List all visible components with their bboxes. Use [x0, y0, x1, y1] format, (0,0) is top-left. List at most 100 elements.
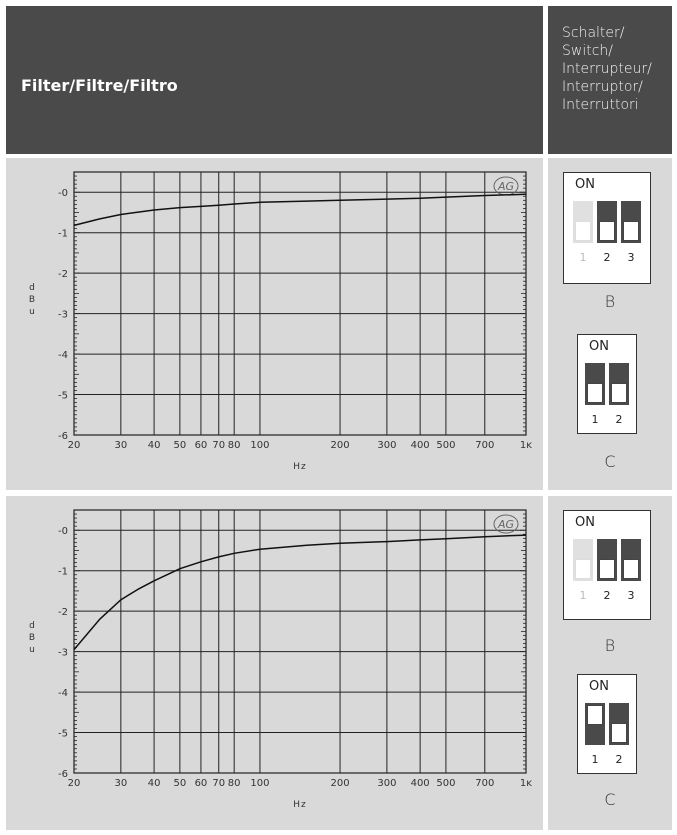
frequency-response-chart-1: -0 -1 -2 -3 -4 -5 -620 30 40 50 60 70 80 100 200 300 400…: [29, 171, 532, 472]
y-tick-label: -4: [58, 350, 68, 361]
plot-frame: [73, 171, 527, 436]
y-tick-label: -4: [58, 688, 68, 699]
x-tick-label: 80: [228, 440, 241, 451]
response-curve-line: [73, 534, 527, 651]
dip-lever-1[interactable]: [573, 201, 593, 243]
dip-lever-knob: [575, 559, 591, 579]
x-tick-label: 60: [195, 778, 208, 789]
dip-lever-knob: [587, 705, 603, 725]
frequency-response-chart-2: -0 -1 -2 -3 -4 -5 -620 30 40 50 60 70 80 100 200 300 400…: [29, 509, 532, 810]
chart-panel-2: -0 -1 -2 -3 -4 -5 -6 20 30 40 50 60 70 80 100 200 300 400…: [6, 496, 543, 830]
x-tick-label: 70: [212, 778, 225, 789]
ahg-logo-icon: AG: [493, 514, 519, 534]
y-tick-label: -2: [58, 607, 68, 618]
y-axis-label: d: [29, 283, 35, 293]
y-tick-label: -6: [58, 769, 68, 780]
x-tick-label: 20: [68, 778, 81, 789]
dip-lever-knob: [623, 221, 639, 241]
switch-caption-c: C: [604, 452, 616, 471]
y-tick-label: -2: [58, 269, 68, 280]
dip-lever-number: 1: [591, 753, 599, 766]
x-tick-label: 1ĸ: [520, 778, 532, 789]
y-tick-label: -1: [58, 567, 68, 578]
dip-lever-knob: [599, 221, 615, 241]
x-tick-label: 80: [228, 778, 241, 789]
x-tick-label: 100: [250, 440, 269, 451]
x-tick-label: 200: [330, 440, 349, 451]
x-tick-label: 500: [436, 440, 455, 451]
y-tick-label: -5: [58, 729, 68, 740]
plot-area: [74, 510, 526, 773]
y-tick-label: -6: [58, 431, 68, 442]
x-tick-label: 50: [174, 440, 187, 451]
dip-lever-1[interactable]: [585, 703, 605, 745]
x-tick-label: 700: [475, 778, 494, 789]
header-switch-cell: Schalter/ Switch/ Interrupteur/ Interrup…: [548, 6, 672, 154]
dip-lever-knob: [599, 559, 615, 579]
dip-lever-2[interactable]: [609, 703, 629, 745]
dip-lever-number: 2: [603, 589, 611, 602]
x-axis-label: Hz: [293, 462, 307, 472]
dip-lever-number: 1: [579, 589, 587, 602]
dip-lever-knob: [611, 723, 627, 743]
svg-text:AG: AG: [497, 518, 514, 531]
plot-area: [74, 172, 526, 435]
x-tick-label: 500: [436, 778, 455, 789]
dip-lever-number: 1: [579, 251, 587, 264]
y-tick-label: -0: [58, 526, 68, 537]
x-tick-label: 100: [250, 778, 269, 789]
chart-panel-1: -0 -1 -2 -3 -4 -5 -6 20 30 40 50 60 70 80 100 200 300 400…: [6, 158, 543, 490]
dip-lever-number: 2: [615, 413, 623, 426]
dip-lever-3[interactable]: [621, 201, 641, 243]
x-tick-label: 700: [475, 440, 494, 451]
x-axis-label: Hz: [293, 800, 307, 810]
dip-lever-1[interactable]: [585, 363, 605, 405]
dip-lever-knob: [575, 221, 591, 241]
dip-lever-knob: [611, 383, 627, 403]
x-tick-label: 70: [212, 440, 225, 451]
x-tick-label: 400: [411, 778, 430, 789]
y-tick-label: -5: [58, 391, 68, 402]
x-tick-label: 30: [114, 440, 127, 451]
dip-lever-number: 3: [627, 251, 635, 264]
y-axis-label: u: [29, 307, 35, 317]
dip-lever-2[interactable]: [609, 363, 629, 405]
dip-lever-2[interactable]: [597, 201, 617, 243]
x-tick-label: 300: [377, 440, 396, 451]
dip-lever-number: 2: [603, 251, 611, 264]
y-axis-label: B: [29, 633, 35, 643]
dip-switch-c: ON 1 2: [577, 674, 637, 774]
dip-switch-c: ON 1 2: [577, 334, 637, 434]
dip-lever-number: 3: [627, 589, 635, 602]
x-tick-label: 20: [68, 440, 81, 451]
dip-switch-b: ON 1 2 3: [563, 510, 651, 620]
svg-text:AG: AG: [497, 180, 514, 193]
y-axis-label: d: [29, 621, 35, 631]
y-axis-label: B: [29, 295, 35, 305]
x-tick-label: 30: [114, 778, 127, 789]
x-tick-label: 400: [411, 440, 430, 451]
y-tick-label: -3: [58, 310, 68, 321]
switch-panel-1: ON 1 2 3 B ON 1 2 C: [548, 158, 672, 490]
x-tick-label: 60: [195, 440, 208, 451]
switch-caption-b: B: [604, 292, 616, 311]
x-tick-label: 40: [148, 440, 161, 451]
switch-column-title: Schalter/ Switch/ Interrupteur/ Interrup…: [562, 25, 652, 113]
dip-lever-2[interactable]: [597, 539, 617, 581]
dip-lever-1[interactable]: [573, 539, 593, 581]
switch-on-label: ON: [575, 515, 595, 530]
dip-switch-b: ON 1 2 3: [563, 172, 651, 284]
plot-frame: [73, 509, 527, 774]
header-title-cell: Filter/Filtre/Filtro: [6, 6, 543, 154]
dip-lever-3[interactable]: [621, 539, 641, 581]
switch-caption-b: B: [604, 636, 616, 655]
y-tick-label: -0: [58, 188, 68, 199]
y-axis-label: u: [29, 645, 35, 655]
x-tick-label: 40: [148, 778, 161, 789]
dip-lever-knob: [623, 559, 639, 579]
x-tick-label: 50: [174, 778, 187, 789]
switch-on-label: ON: [575, 177, 595, 192]
switch-panel-2: ON 1 2 3 B ON 1 2 C: [548, 496, 672, 830]
x-tick-label: 1ĸ: [520, 440, 532, 451]
y-tick-label: -3: [58, 648, 68, 659]
